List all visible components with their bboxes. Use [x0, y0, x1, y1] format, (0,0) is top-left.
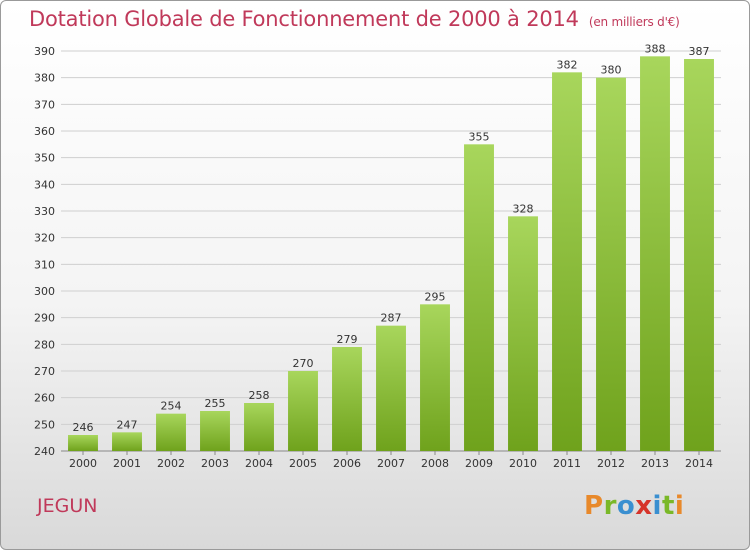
y-tick-label: 340 — [34, 178, 55, 191]
bar — [244, 403, 274, 451]
x-tick-label: 2010 — [509, 457, 537, 470]
bar — [156, 413, 186, 451]
bar — [112, 432, 142, 451]
data-label: 279 — [337, 333, 358, 346]
x-tick-label: 2013 — [641, 457, 669, 470]
chart-title: Dotation Globale de Fonctionnement de 20… — [29, 7, 680, 31]
logo-letter: t — [661, 491, 675, 521]
x-tick-label: 2009 — [465, 457, 493, 470]
chart-subtitle: (en milliers d'€) — [588, 15, 680, 29]
title-text: Dotation Globale de Fonctionnement de 20… — [29, 7, 579, 31]
bar — [640, 56, 670, 451]
data-label: 387 — [689, 45, 710, 58]
x-tick-label: 2004 — [245, 457, 273, 470]
y-tick-label: 290 — [34, 312, 55, 325]
logo-letter: i — [652, 491, 662, 521]
data-label: 380 — [601, 64, 622, 77]
x-tick-label: 2012 — [597, 457, 625, 470]
data-label: 246 — [73, 421, 94, 434]
bar-layer — [68, 56, 714, 452]
x-tick-label: 2006 — [333, 457, 361, 470]
logo-letter: x — [635, 491, 653, 521]
x-tick-label: 2007 — [377, 457, 405, 470]
y-tick-label: 300 — [34, 285, 55, 298]
place-name: JEGUN — [37, 495, 98, 517]
y-tick-label: 360 — [34, 125, 55, 138]
proxiti-logo[interactable]: Proxiti — [584, 491, 684, 521]
y-tick-label: 390 — [34, 45, 55, 58]
x-tick-label: 2000 — [69, 457, 97, 470]
y-tick-label: 380 — [34, 72, 55, 85]
logo-letter: o — [616, 491, 636, 521]
y-tick-label: 370 — [34, 98, 55, 111]
x-tick-label: 2001 — [113, 457, 141, 470]
x-tick-label: 2002 — [157, 457, 185, 470]
bar — [68, 435, 98, 451]
bar — [288, 371, 318, 451]
data-label: 247 — [117, 418, 138, 431]
bar — [420, 304, 450, 451]
y-tick-label: 350 — [34, 152, 55, 165]
data-label: 355 — [469, 130, 490, 143]
x-tick-label: 2003 — [201, 457, 229, 470]
axis-layer: 240 250 260 270 280 290 300 310 320 330 340 350 360 3… — [34, 45, 721, 470]
y-tick-label: 240 — [34, 445, 55, 458]
y-tick-label: 310 — [34, 258, 55, 271]
data-label: 255 — [205, 397, 226, 410]
bar — [508, 216, 538, 451]
x-tick-label: 2005 — [289, 457, 317, 470]
data-label: 328 — [513, 202, 534, 215]
bar — [596, 77, 626, 452]
logo-letter: P — [584, 491, 604, 521]
y-tick-label: 250 — [34, 418, 55, 431]
data-label: 270 — [293, 357, 314, 370]
y-tick-label: 260 — [34, 392, 55, 405]
logo-letter: r — [603, 491, 617, 521]
bar — [200, 411, 230, 451]
y-tick-label: 270 — [34, 365, 55, 378]
y-tick-label: 280 — [34, 338, 55, 351]
bar — [464, 144, 494, 452]
x-tick-label: 2011 — [553, 457, 581, 470]
bar — [552, 72, 582, 451]
label-layer: 246 247 254 255 258 270 279 287 295 355 328 382 380 3… — [73, 42, 710, 434]
data-label: 388 — [645, 42, 666, 55]
data-label: 382 — [557, 58, 578, 71]
data-label: 287 — [381, 312, 402, 325]
y-tick-label: 330 — [34, 205, 55, 218]
data-label: 258 — [249, 389, 270, 402]
data-label: 254 — [161, 400, 182, 413]
bar — [332, 347, 362, 451]
x-tick-label: 2014 — [685, 457, 713, 470]
data-label: 295 — [425, 290, 446, 303]
bar — [684, 59, 714, 451]
bar — [376, 325, 406, 451]
x-tick-label: 2008 — [421, 457, 449, 470]
logo-letter: i — [674, 491, 685, 521]
y-tick-label: 320 — [34, 232, 55, 245]
